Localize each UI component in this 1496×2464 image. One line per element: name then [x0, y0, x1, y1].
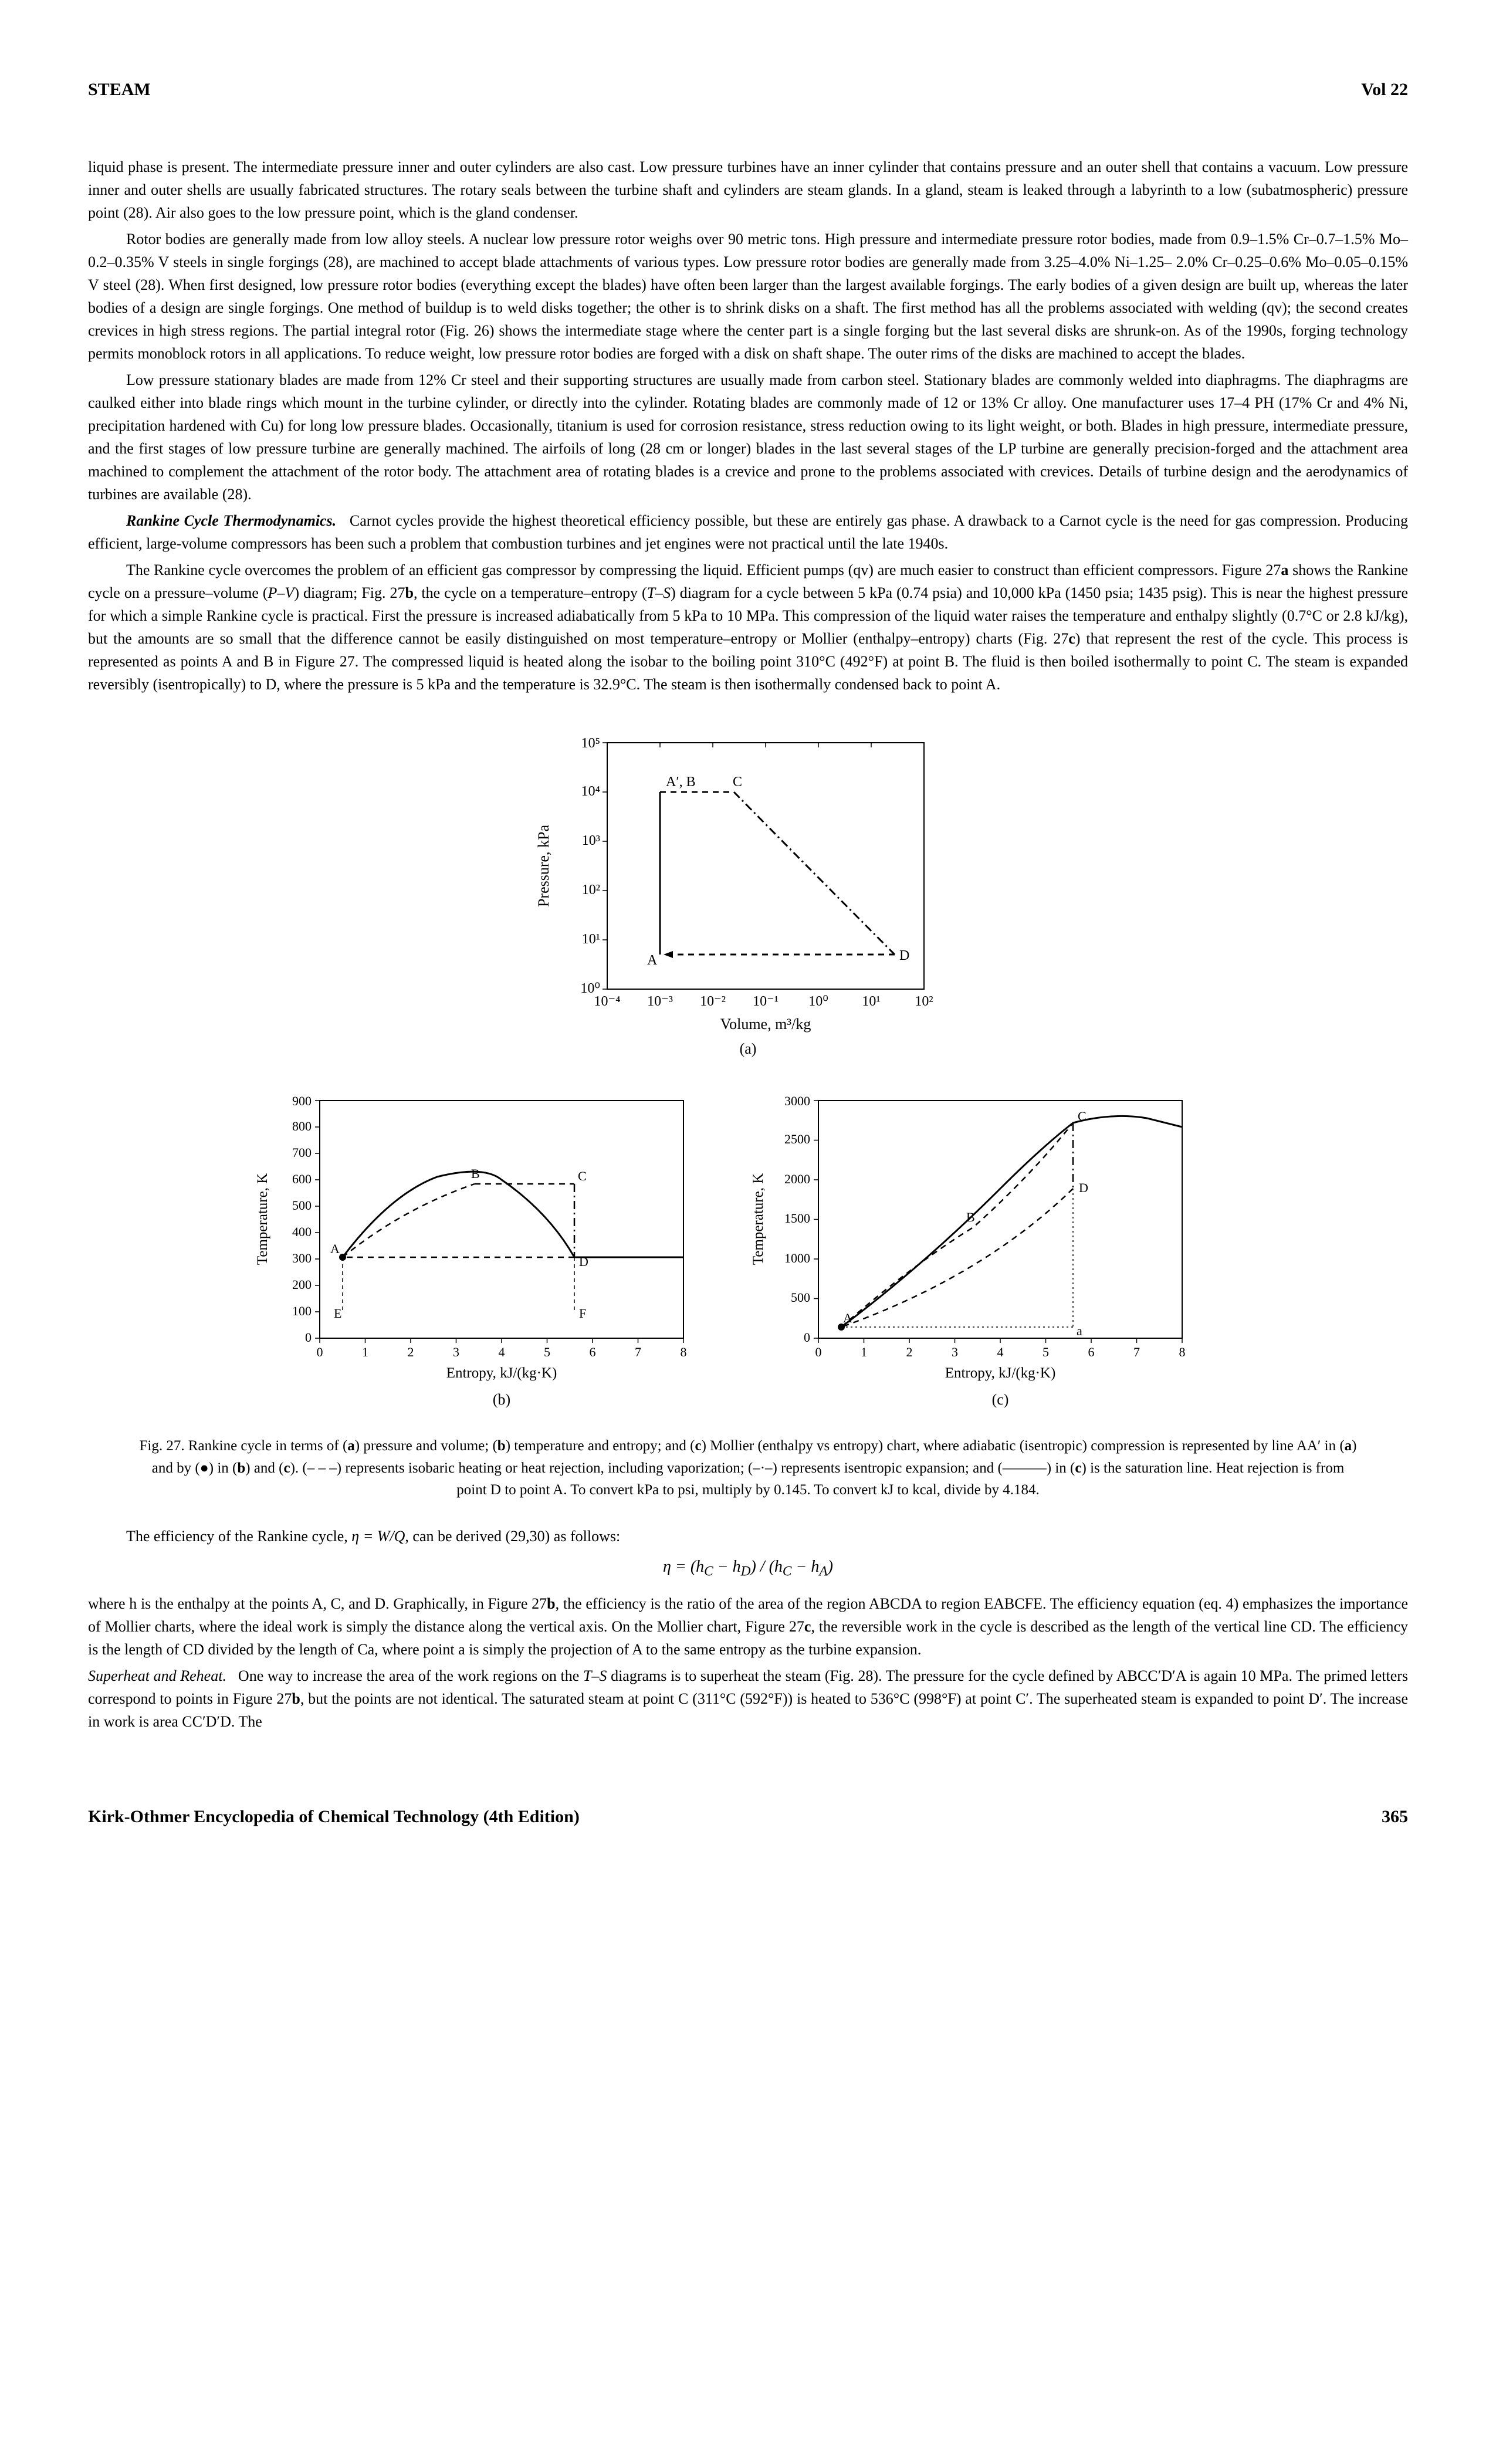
svg-text:Entropy, kJ/(kg·K): Entropy, kJ/(kg·K)	[446, 1365, 557, 1381]
svg-text:D: D	[579, 1254, 588, 1269]
svg-text:800: 800	[292, 1119, 312, 1133]
equation-4: η = (hC − hD) / (hC − hA)	[88, 1555, 1408, 1582]
svg-text:C: C	[1078, 1109, 1087, 1123]
svg-text:B: B	[471, 1166, 480, 1181]
svg-text:Temperature, K: Temperature, K	[255, 1173, 270, 1265]
svg-text:0: 0	[317, 1345, 323, 1359]
body-paragraph-2: Rotor bodies are generally made from low…	[88, 228, 1408, 365]
body-paragraph-1: liquid phase is present. The intermediat…	[88, 155, 1408, 224]
svg-text:10⁻⁴: 10⁻⁴	[594, 994, 620, 1009]
svg-text:0: 0	[305, 1330, 312, 1345]
svg-text:C: C	[733, 774, 742, 790]
svg-text:2: 2	[906, 1345, 913, 1359]
svg-text:6: 6	[1088, 1345, 1095, 1359]
svg-text:0: 0	[815, 1345, 822, 1359]
body-paragraph-7: where h is the enthalpy at the points A,…	[88, 1592, 1408, 1661]
svg-text:200: 200	[292, 1277, 312, 1292]
svg-text:2000: 2000	[784, 1172, 810, 1186]
figure-27bc: 0100200 300400500 600700800 900 012 345 …	[88, 1083, 1408, 1412]
svg-text:10¹: 10¹	[582, 932, 600, 947]
svg-text:a: a	[1077, 1324, 1082, 1338]
svg-text:C: C	[578, 1169, 587, 1183]
svg-text:1500: 1500	[784, 1211, 810, 1226]
figure-27-caption: Fig. 27. Rankine cycle in terms of (a) p…	[135, 1435, 1361, 1501]
svg-text:D: D	[1079, 1180, 1088, 1195]
svg-text:Entropy, kJ/(kg·K): Entropy, kJ/(kg·K)	[945, 1365, 1056, 1381]
svg-text:10⁴: 10⁴	[581, 784, 600, 799]
body-paragraph-5: The Rankine cycle overcomes the problem …	[88, 559, 1408, 696]
svg-text:10²: 10²	[582, 882, 600, 898]
svg-text:100: 100	[292, 1304, 312, 1318]
svg-text:6: 6	[590, 1345, 596, 1359]
svg-text:4: 4	[997, 1345, 1004, 1359]
page-footer: Kirk-Othmer Encyclopedia of Chemical Tec…	[88, 1803, 1408, 1830]
svg-text:10¹: 10¹	[862, 994, 880, 1009]
svg-text:5: 5	[1043, 1345, 1049, 1359]
body-paragraph-8: Superheat and Reheat. One way to increas…	[88, 1664, 1408, 1733]
svg-text:7: 7	[635, 1345, 641, 1359]
svg-text:A: A	[330, 1241, 340, 1256]
svg-text:Volume, m³/kg: Volume, m³/kg	[720, 1016, 811, 1033]
svg-text:2500: 2500	[784, 1132, 810, 1146]
svg-text:(a): (a)	[740, 1040, 757, 1057]
body-paragraph-4: Rankine Cycle Thermodynamics. Carnot cyc…	[88, 509, 1408, 555]
svg-text:3000: 3000	[784, 1094, 810, 1108]
body-paragraph-3: Low pressure stationary blades are made …	[88, 368, 1408, 506]
svg-text:2: 2	[408, 1345, 414, 1359]
svg-text:1: 1	[362, 1345, 368, 1359]
section-title-rankine: Rankine Cycle Thermodynamics.	[126, 512, 336, 529]
svg-text:0: 0	[804, 1330, 810, 1345]
svg-text:600: 600	[292, 1172, 312, 1186]
svg-text:4: 4	[499, 1345, 505, 1359]
subsection-title-superheat: Superheat and Reheat.	[88, 1667, 226, 1684]
svg-text:F: F	[579, 1306, 586, 1321]
svg-text:(c): (c)	[992, 1391, 1009, 1408]
svg-text:10⁻²: 10⁻²	[700, 994, 726, 1009]
header-title: STEAM	[88, 76, 151, 103]
svg-text:D: D	[899, 948, 909, 963]
svg-text:8: 8	[1179, 1345, 1186, 1359]
svg-text:3: 3	[453, 1345, 459, 1359]
footer-source: Kirk-Othmer Encyclopedia of Chemical Tec…	[88, 1803, 580, 1830]
svg-text:400: 400	[292, 1224, 312, 1239]
svg-text:1: 1	[861, 1345, 867, 1359]
header-volume: Vol 22	[1361, 76, 1408, 103]
svg-text:Pressure, kPa: Pressure, kPa	[535, 824, 552, 907]
svg-text:10⁻¹: 10⁻¹	[753, 994, 779, 1009]
svg-text:A: A	[843, 1311, 852, 1325]
svg-text:8: 8	[681, 1345, 687, 1359]
svg-text:(b): (b)	[493, 1391, 510, 1408]
svg-text:E: E	[334, 1306, 341, 1321]
svg-text:Temperature, K: Temperature, K	[750, 1173, 766, 1265]
svg-text:1000: 1000	[784, 1251, 810, 1265]
page-header: STEAM Vol 22	[88, 76, 1408, 103]
svg-text:10⁵: 10⁵	[581, 736, 600, 751]
svg-text:A′, B: A′, B	[666, 774, 696, 790]
svg-text:700: 700	[292, 1145, 312, 1160]
svg-text:500: 500	[292, 1198, 312, 1213]
svg-text:300: 300	[292, 1251, 312, 1265]
svg-text:900: 900	[292, 1094, 312, 1108]
svg-text:A: A	[647, 953, 658, 968]
svg-text:10⁻³: 10⁻³	[647, 994, 673, 1009]
svg-text:10⁰: 10⁰	[808, 994, 828, 1009]
svg-text:B: B	[966, 1210, 975, 1224]
svg-text:7: 7	[1133, 1345, 1140, 1359]
svg-text:3: 3	[952, 1345, 958, 1359]
svg-text:500: 500	[791, 1290, 810, 1305]
svg-text:5: 5	[544, 1345, 550, 1359]
svg-text:10²: 10²	[915, 994, 933, 1009]
svg-text:10³: 10³	[582, 833, 600, 848]
footer-page-number: 365	[1382, 1803, 1408, 1830]
figure-27a: 10⁰ 10¹ 10² 10³ 10⁴ 10⁵ 10⁻⁴ 10⁻³ 10⁻² 1…	[88, 719, 1408, 1060]
body-paragraph-6: The efficiency of the Rankine cycle, η =…	[88, 1525, 1408, 1548]
